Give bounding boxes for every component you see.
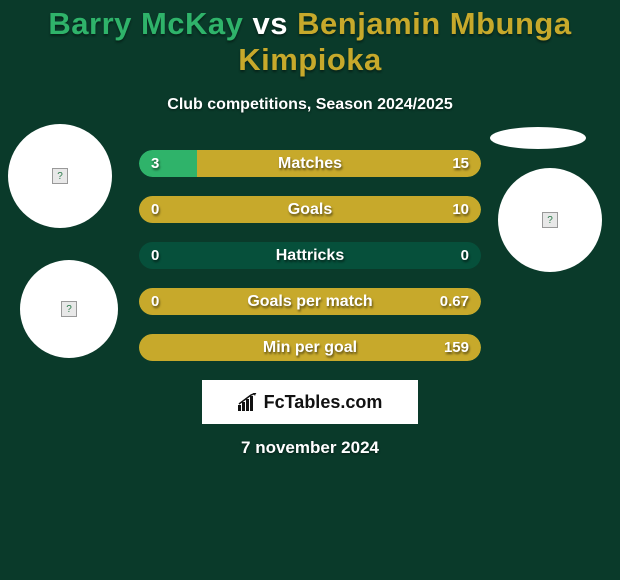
bar-right-value: 10 (452, 196, 469, 223)
bar-center-label: Goals (139, 196, 481, 223)
avatar: ? (498, 168, 602, 272)
avatar (490, 127, 586, 149)
title-player2: Benjamin Mbunga Kimpioka (238, 6, 571, 77)
stat-bar: 3Matches15 (139, 150, 481, 177)
avatar: ? (8, 124, 112, 228)
stats-bars: 3Matches150Goals100Hattricks00Goals per … (139, 150, 481, 361)
bar-right-value: 0.67 (440, 288, 469, 315)
bar-center-label: Min per goal (139, 334, 481, 361)
bar-right-value: 159 (444, 334, 469, 361)
stat-bar: 0Goals10 (139, 196, 481, 223)
title-vs: vs (253, 6, 288, 41)
stat-bar: Min per goal159 (139, 334, 481, 361)
page-title: Barry McKay vs Benjamin Mbunga Kimpioka (0, 0, 620, 78)
bar-center-label: Matches (139, 150, 481, 177)
bar-center-label: Goals per match (139, 288, 481, 315)
branding-badge: FcTables.com (202, 380, 418, 424)
image-placeholder-icon: ? (542, 212, 558, 228)
bar-center-label: Hattricks (139, 242, 481, 269)
subtitle: Club competitions, Season 2024/2025 (0, 96, 620, 114)
title-player1: Barry McKay (48, 6, 243, 41)
bar-right-value: 0 (461, 242, 469, 269)
image-placeholder-icon: ? (52, 168, 68, 184)
chart-icon (238, 393, 260, 411)
date-text: 7 november 2024 (0, 438, 620, 458)
stat-bar: 0Hattricks0 (139, 242, 481, 269)
stat-bar: 0Goals per match0.67 (139, 288, 481, 315)
avatar: ? (20, 260, 118, 358)
bar-right-value: 15 (452, 150, 469, 177)
branding-text: FcTables.com (264, 392, 383, 413)
image-placeholder-icon: ? (61, 301, 77, 317)
